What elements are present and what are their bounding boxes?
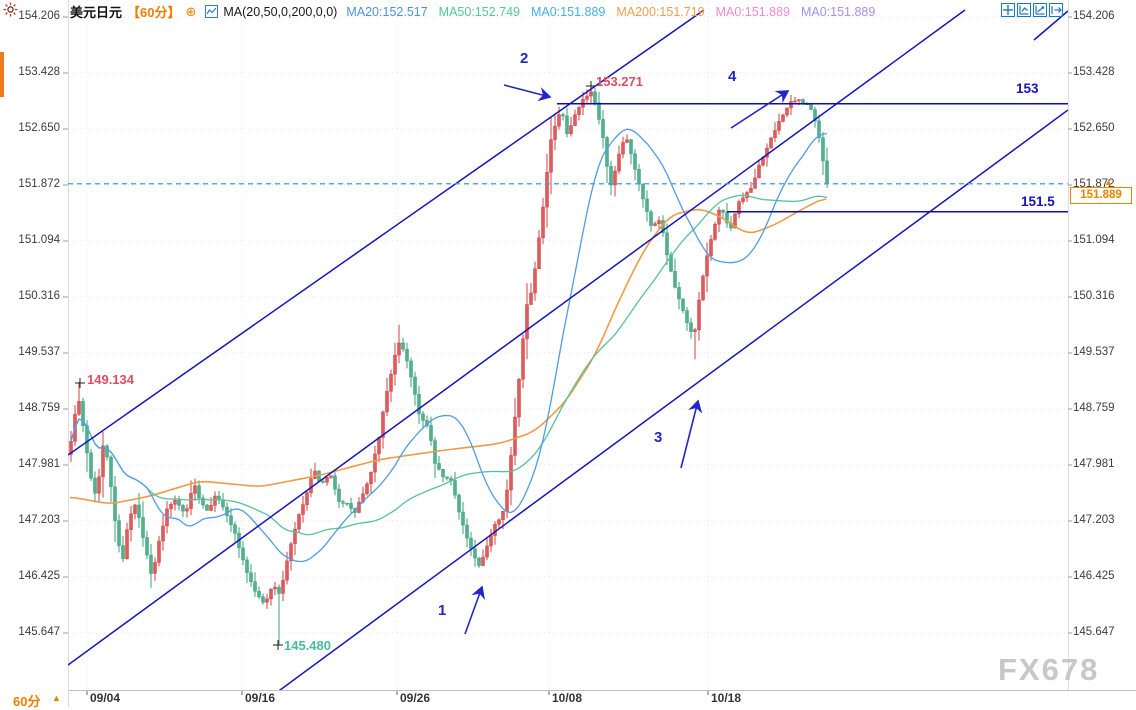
current-price-badge: 151.889 bbox=[1070, 187, 1132, 204]
pan-icon[interactable] bbox=[1001, 3, 1015, 17]
y-axis-label: 148.759 bbox=[1073, 402, 1115, 414]
x-axis-label: 09/04 bbox=[90, 691, 121, 705]
chart-toolbar bbox=[1001, 3, 1063, 17]
x-axis-label: 10/18 bbox=[711, 691, 742, 705]
x-axis-label: 10/08 bbox=[552, 691, 583, 705]
trendline bbox=[68, 9, 705, 456]
ma-legend-item: MA0:151.889 bbox=[715, 4, 790, 19]
y-axis-label: 152.650 bbox=[1073, 122, 1115, 134]
x-axis-label: 09/16 bbox=[245, 691, 276, 705]
axis-scale-icon[interactable] bbox=[1033, 3, 1047, 17]
wave-number-label: 4 bbox=[728, 68, 737, 85]
y-axis-label: 147.203 bbox=[18, 514, 60, 526]
brightness-icon[interactable] bbox=[3, 2, 18, 22]
footer-up-arrow-icon: ▲ bbox=[52, 693, 61, 703]
price-up-arrow-icon: ▲ bbox=[1104, 177, 1113, 187]
timeframe-selector[interactable]: 60分 ▲ bbox=[0, 690, 69, 709]
y-axis-label: 154.206 bbox=[1073, 10, 1115, 22]
annotation-arrow bbox=[680, 399, 703, 469]
y-axis-label: 146.425 bbox=[1073, 570, 1115, 582]
trendline bbox=[68, 9, 966, 666]
link-plus-icon[interactable]: ⊕ bbox=[185, 3, 197, 19]
bottom-axis-divider bbox=[0, 690, 1136, 691]
y-axis-label: 147.981 bbox=[18, 458, 60, 470]
y-axis-label: 146.425 bbox=[18, 570, 60, 582]
y-axis-label: 149.537 bbox=[18, 346, 60, 358]
annotation-arrow bbox=[464, 585, 485, 635]
x-axis-label: 09/26 bbox=[400, 691, 431, 705]
y-axis-label: 154.206 bbox=[18, 10, 60, 22]
annotation-arrow bbox=[503, 84, 552, 102]
y-axis-label: 153.428 bbox=[18, 66, 60, 78]
y-axis-label: 152.650 bbox=[18, 122, 60, 134]
watermark: FX678 bbox=[998, 652, 1100, 687]
y-axis-label: 147.981 bbox=[1073, 458, 1115, 470]
wave-number-label: 3 bbox=[654, 429, 663, 446]
y-axis-label: 151.094 bbox=[18, 234, 60, 246]
extreme-price-label: 145.480 bbox=[284, 638, 331, 653]
chart-type-icon[interactable] bbox=[205, 5, 219, 18]
y-axis-label: 150.316 bbox=[1073, 290, 1115, 302]
wave-number-label: 2 bbox=[520, 50, 529, 67]
y-axis-label: 151.094 bbox=[1073, 234, 1115, 246]
right-axis-divider bbox=[1068, 0, 1069, 690]
exit-chart-icon[interactable] bbox=[1049, 3, 1063, 17]
y-axis-label: 145.647 bbox=[18, 626, 60, 638]
symbol-name: 美元日元 bbox=[70, 5, 123, 20]
ma-legend-item: MA20:152.517 bbox=[346, 4, 428, 19]
y-axis-label: 147.203 bbox=[1073, 514, 1115, 526]
y-axis-label: 151.872 bbox=[18, 178, 60, 190]
y-axis-label: 149.537 bbox=[1073, 346, 1115, 358]
ma-legend-item: MA200:151.719 bbox=[616, 4, 705, 19]
ma-settings-label: MA(20,50,0,200,0,0) bbox=[223, 4, 338, 19]
extreme-price-label: 149.134 bbox=[87, 372, 134, 387]
zoom-area-icon[interactable] bbox=[1017, 3, 1031, 17]
extreme-price-label: 153.271 bbox=[596, 74, 643, 89]
y-axis-label: 153.428 bbox=[1073, 66, 1115, 78]
candles-layer bbox=[69, 84, 829, 646]
trendline bbox=[278, 109, 1068, 690]
timeframe-label: 【60分】 bbox=[127, 5, 181, 20]
chart-header: 美元日元 【60分】 ⊕ MA(20,50,0,200,0,0) MA20:15… bbox=[70, 2, 875, 21]
level-price-label: 151.5 bbox=[1021, 194, 1055, 209]
ma-legend-item: MA0:151.889 bbox=[530, 4, 606, 19]
left-edge-strip bbox=[0, 52, 4, 97]
y-axis-label: 148.759 bbox=[18, 402, 60, 414]
ma-legend-item: MA50:152.749 bbox=[438, 4, 520, 19]
level-price-label: 153 bbox=[1016, 81, 1039, 96]
annotation-arrow bbox=[730, 90, 790, 129]
y-axis-label: 145.647 bbox=[1073, 626, 1115, 638]
wave-number-label: 1 bbox=[438, 602, 447, 619]
footer-timeframe-label: 60分 bbox=[13, 694, 41, 709]
ma-legend-item: MA0:151.889 bbox=[800, 4, 876, 19]
y-axis-label: 150.316 bbox=[18, 290, 60, 302]
ma-legend: MA20:152.517 MA50:152.749 MA0:151.889 MA200… bbox=[346, 5, 875, 19]
